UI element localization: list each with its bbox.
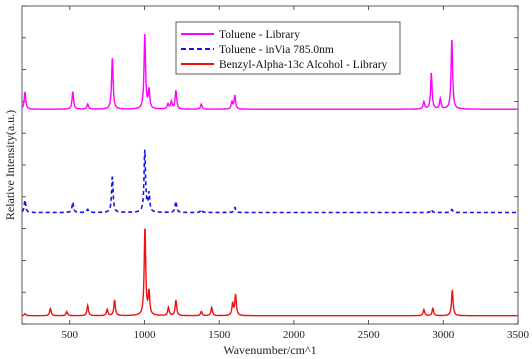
x-tick-label: 1000 [134,329,157,341]
legend: Toluene - Library Toluene - inVia 785.0n… [175,21,401,75]
series-line-2 [22,228,518,317]
x-tick-label: 3000 [432,329,455,341]
legend-label-benzyl-alcohol: Benzyl-Alpha-13c Alcohol - Library [219,59,388,71]
x-tick-label: 500 [62,329,79,341]
legend-label-toluene-library: Toluene - Library [219,29,300,41]
x-tick-label: 2500 [358,329,381,341]
y-axis-label: Relative Intensity(a.u.) [3,110,17,220]
x-tick-label: 3500 [507,329,530,341]
x-axis-label: Wavenumber/cm^1 [223,343,316,357]
x-tick-label: 2000 [283,329,306,341]
series-line-0 [21,33,518,110]
x-tick-label: 1500 [208,329,231,341]
series-group [21,33,518,317]
x-axis-ticks: 500 1000 1500 2000 2500 3000 3500 [62,6,530,341]
legend-label-toluene-invia: Toluene - inVia 785.0nm [219,44,334,56]
